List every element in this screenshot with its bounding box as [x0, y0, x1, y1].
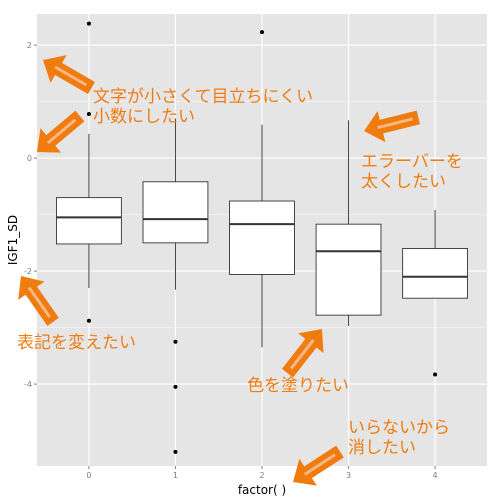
outlier-point — [260, 30, 264, 35]
annotation-change-notation: 表記を変えたい — [17, 333, 136, 353]
annotation-remove-label: いらないから 消したい — [348, 418, 450, 458]
arrow-icon — [18, 276, 59, 326]
arrow-icon — [43, 55, 95, 95]
annotation-line: エラーバーを — [361, 152, 463, 172]
x-tick-label: 0 — [86, 471, 91, 480]
box-series — [56, 21, 468, 454]
x-tick-label: 1 — [173, 471, 178, 480]
annotation-line: 文字が小さくて目立ちにくい — [93, 87, 314, 107]
box — [56, 197, 122, 245]
annotation-arrows — [18, 55, 421, 486]
x-axis-label: factor( ) — [238, 483, 286, 497]
annotation-line: 色を塗りたい — [247, 376, 349, 396]
y-tick-label: -4 — [24, 380, 32, 389]
arrow-icon — [293, 445, 344, 486]
outlier-point — [173, 384, 178, 389]
x-axis-ticks: 0 1 2 3 4 — [86, 466, 438, 480]
annotation-thicker-errorbar: エラーバーを 太くしたい — [361, 152, 463, 192]
y-tick-label: 0 — [27, 154, 32, 163]
box — [315, 223, 382, 316]
outlier-point — [173, 449, 178, 454]
annotation-fill-color: 色を塗りたい — [247, 376, 349, 396]
outlier-point — [433, 372, 438, 377]
x-tick-label: 4 — [433, 471, 438, 480]
annotation-line: いらないから — [348, 418, 450, 438]
outlier-point — [86, 112, 91, 117]
box — [229, 200, 295, 275]
box — [402, 248, 468, 299]
annotation-line: 小数にしたい — [93, 107, 195, 127]
outlier-point — [86, 21, 91, 26]
outlier-point — [173, 339, 178, 344]
box — [142, 181, 209, 244]
annotation-line: 太くしたい — [361, 172, 446, 192]
outlier-point — [86, 318, 91, 323]
y-axis-ticks: -4 -2 0 2 — [24, 41, 37, 389]
arrow-icon — [37, 110, 85, 153]
annotation-line: 消したい — [348, 438, 416, 458]
y-axis-label: IGF1_SD — [6, 215, 20, 265]
arrow-icon — [282, 329, 324, 378]
y-tick-label: -2 — [24, 267, 32, 276]
y-tick-label: 2 — [27, 41, 32, 50]
annotation-small-decimals: 文字が小さくて目立ちにくい 小数にしたい — [93, 87, 313, 127]
x-tick-label: 3 — [346, 471, 351, 480]
x-tick-label: 2 — [259, 471, 264, 480]
annotation-line: 表記を変えたい — [17, 333, 136, 353]
arrow-icon — [364, 110, 421, 143]
